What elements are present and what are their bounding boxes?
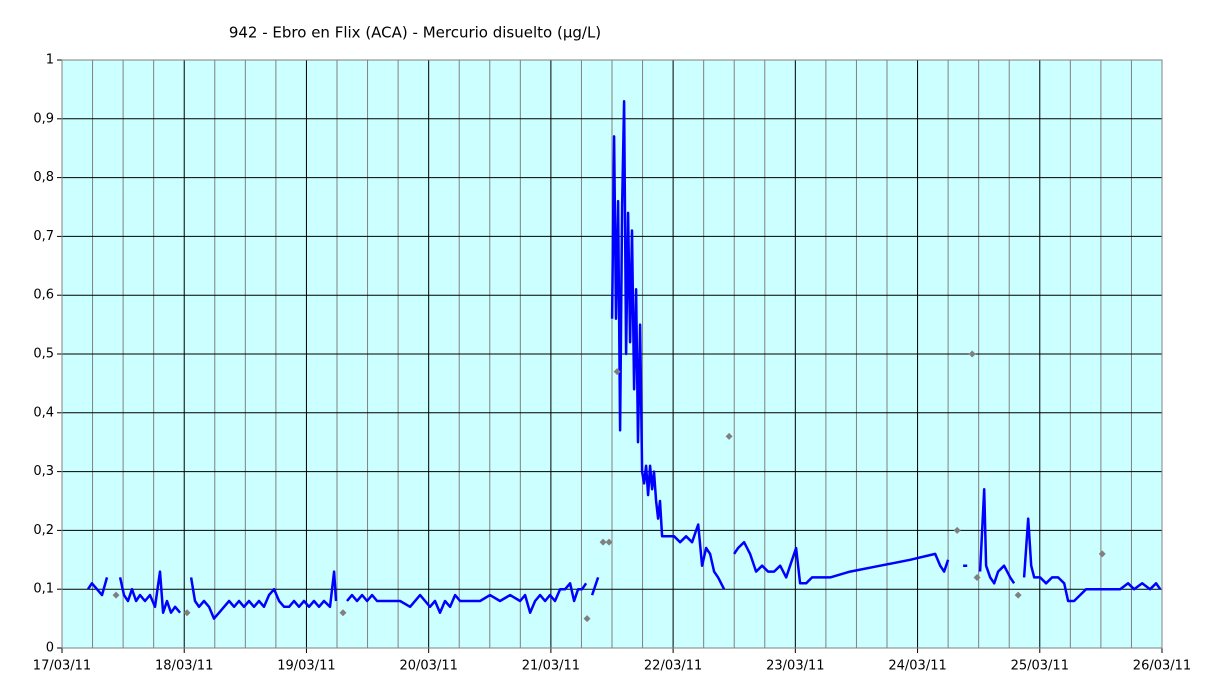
- y-tick-label: 0,6: [33, 288, 54, 303]
- data-line: [86, 99, 1162, 620]
- y-tick-label: 1: [46, 53, 54, 68]
- x-tick-label: 25/03/11: [1011, 659, 1069, 674]
- data-point: [973, 573, 981, 581]
- data-point: [339, 609, 347, 617]
- x-tick-label: 26/03/11: [1133, 659, 1191, 674]
- x-tick-label: 22/03/11: [644, 659, 702, 674]
- x-tick-label: 20/03/11: [399, 659, 457, 674]
- y-tick-label: 0,8: [33, 170, 54, 185]
- data-point: [613, 368, 621, 376]
- x-tick-label: 23/03/11: [766, 659, 824, 674]
- y-tick-label: 0,1: [33, 582, 54, 597]
- y-tick-label: 0: [46, 641, 54, 656]
- x-tick-label: 24/03/11: [888, 659, 946, 674]
- y-tick-label: 0,7: [33, 229, 54, 244]
- x-tick-label: 17/03/11: [33, 659, 91, 674]
- y-tick-label: 0,5: [33, 347, 54, 362]
- x-tick-label: 18/03/11: [155, 659, 213, 674]
- data-point: [1014, 591, 1022, 599]
- data-point: [183, 609, 191, 617]
- x-tick-label: 19/03/11: [277, 659, 335, 674]
- data-point: [583, 615, 591, 623]
- data-point: [605, 538, 613, 546]
- y-tick-label: 0,2: [33, 523, 54, 538]
- y-tick-label: 0,4: [33, 405, 54, 420]
- data-point: [1098, 550, 1106, 558]
- plot-border: [61, 59, 1163, 649]
- y-tick-label: 0,3: [33, 464, 54, 479]
- data-point: [953, 526, 961, 534]
- data-point: [725, 432, 733, 440]
- data-point: [112, 591, 120, 599]
- y-tick-label: 0,9: [33, 111, 54, 126]
- data-point: [599, 538, 607, 546]
- x-tick-label: 21/03/11: [522, 659, 580, 674]
- data-point: [968, 350, 976, 358]
- chart-title: 942 - Ebro en Flix (ACA) - Mercurio disu…: [229, 24, 601, 42]
